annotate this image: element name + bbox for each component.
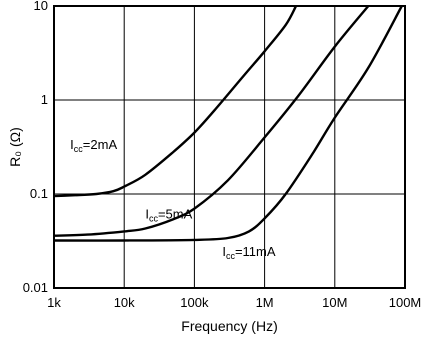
x-tick-label: 1M: [256, 295, 274, 310]
x-tick-label: 10M: [322, 295, 347, 310]
series-annotation: Icc=11mA: [222, 244, 276, 261]
x-tick-label: 10k: [114, 295, 135, 310]
series-line-0: [53, 5, 298, 198]
series-annotation: Icc=5mA: [145, 206, 192, 223]
y-axis-label: R₀ (Ω): [7, 127, 23, 167]
series-line-2: [53, 5, 403, 242]
series-line-1: [53, 5, 370, 237]
y-tick-labels: 10 1 0.1 0.01: [23, 0, 48, 295]
y-tick-label: 0.1: [30, 186, 48, 201]
plot-frame: [53, 5, 406, 289]
y-tick-label: 0.01: [23, 280, 48, 295]
y-tick-label: 1: [41, 92, 48, 107]
series-annotation: Icc=2mA: [70, 137, 117, 154]
series-group: [53, 5, 403, 242]
x-tick-label: 1k: [47, 295, 61, 310]
x-tick-label: 100k: [180, 295, 209, 310]
x-axis-label: Frequency (Hz): [181, 318, 277, 334]
x-tick-labels: 1k 10k 100k 1M 10M 100M: [47, 295, 421, 310]
annotations: Icc=2mA Icc=5mA Icc=11mA: [70, 137, 276, 261]
x-tick-label: 100M: [389, 295, 422, 310]
y-tick-label: 10: [34, 0, 48, 13]
